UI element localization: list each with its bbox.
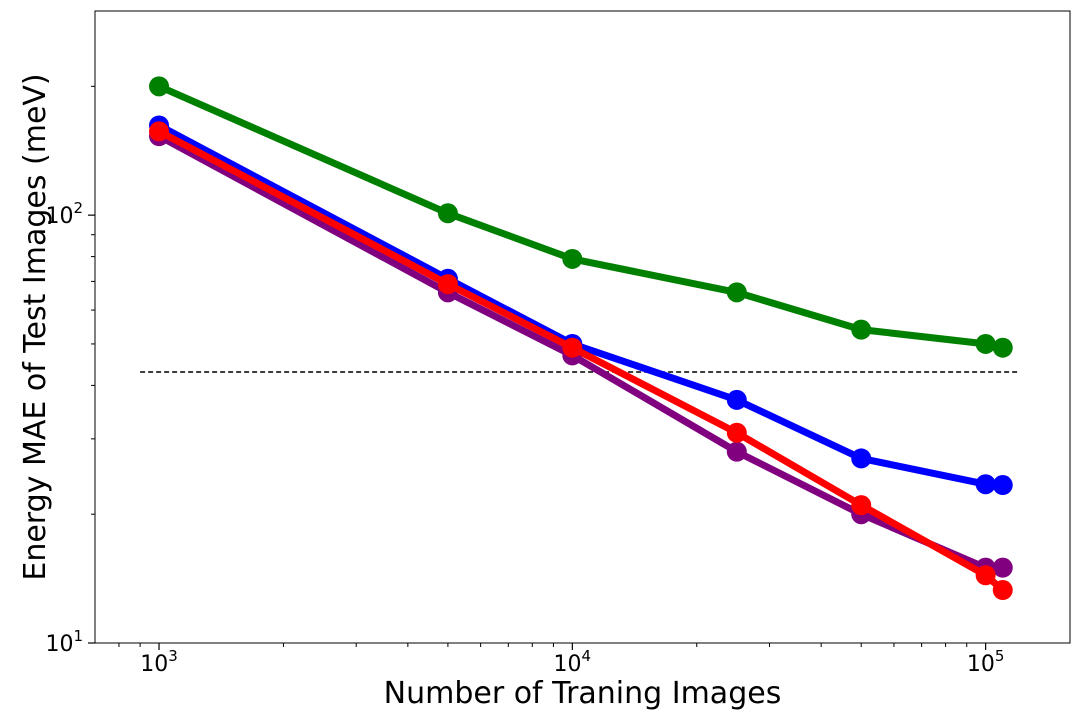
data-point [851, 448, 872, 469]
data-point [726, 389, 747, 410]
data-point [149, 121, 170, 142]
y-tick-label: 101 [45, 627, 83, 657]
data-point [851, 495, 872, 516]
x-tick-exponent: 4 [582, 647, 592, 665]
y-tick-label: 102 [45, 199, 83, 229]
series-1 [149, 76, 1013, 358]
series-4 [149, 121, 1013, 601]
x-tick-label: 104 [554, 647, 592, 677]
data-point [975, 474, 996, 495]
data-point [726, 422, 747, 443]
data-point [992, 580, 1013, 601]
x-tick-base: 10 [554, 652, 582, 677]
minor-ticks [91, 85, 968, 647]
data-point [726, 282, 747, 303]
data-point [437, 203, 458, 224]
data-point [992, 475, 1013, 496]
plot-frame [94, 10, 1071, 644]
y-tick-base: 10 [45, 632, 73, 657]
series-2 [149, 115, 1013, 496]
x-tick-label: 105 [967, 647, 1005, 677]
y-axis-label: Energy MAE of Test Images (meV) [18, 73, 53, 580]
series-layer [149, 76, 1013, 601]
series-line [157, 83, 1004, 352]
data-point [851, 319, 872, 340]
data-point [975, 565, 996, 586]
data-point [149, 76, 170, 97]
x-tick-exponent: 5 [995, 647, 1005, 665]
y-tick-exponent: 2 [73, 199, 83, 217]
x-tick-base: 10 [967, 652, 995, 677]
x-axis-label: Number of Traning Images [384, 676, 782, 711]
y-tick-exponent: 1 [73, 627, 83, 645]
x-tick-label: 103 [140, 647, 178, 677]
data-point [992, 557, 1013, 578]
data-point [992, 337, 1013, 358]
y-tick-base: 10 [45, 204, 73, 229]
data-point [437, 274, 458, 295]
data-point [562, 248, 583, 269]
data-point [975, 333, 996, 354]
x-tick-exponent: 3 [168, 647, 178, 665]
series-line [157, 122, 1003, 489]
data-point [562, 337, 583, 358]
data-point [726, 441, 747, 462]
x-tick-base: 10 [140, 652, 168, 677]
